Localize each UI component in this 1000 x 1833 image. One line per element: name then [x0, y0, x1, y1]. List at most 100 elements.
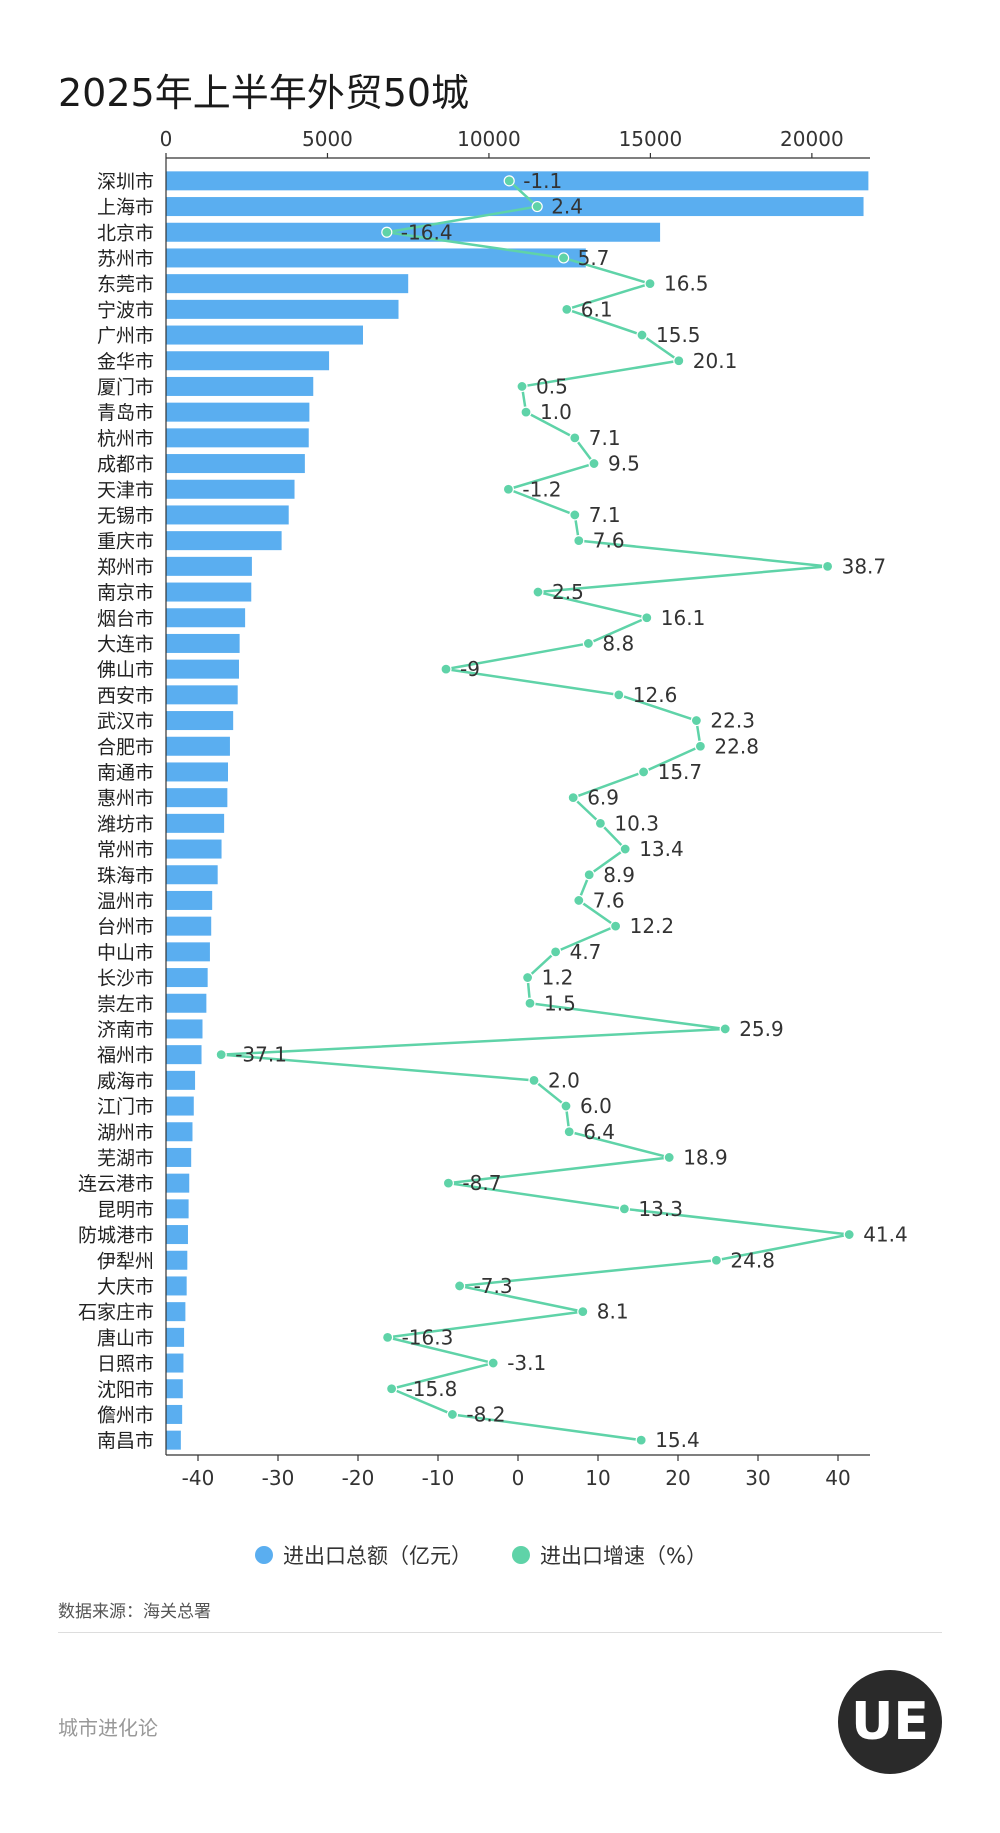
legend-item-growth[interactable]: 进出口增速（%）	[512, 1540, 707, 1570]
top-tick-label: 15000	[619, 127, 683, 151]
category-label: 大庆市	[97, 1276, 154, 1298]
category-label: 崇左市	[97, 993, 154, 1015]
growth-point	[641, 612, 653, 624]
bar-重庆市	[166, 531, 282, 551]
bar-南昌市	[166, 1430, 181, 1450]
growth-point	[531, 200, 543, 213]
category-label: 北京市	[97, 222, 154, 244]
bottom-tick-label: -30	[262, 1466, 295, 1490]
growth-label: 22.8	[714, 734, 759, 758]
growth-point	[583, 869, 595, 881]
growth-label: 13.4	[639, 837, 684, 861]
legend-dot-line	[512, 1546, 530, 1564]
bar-西安市	[166, 685, 238, 705]
growth-label: 6.9	[587, 786, 619, 810]
bar-唐山市	[166, 1327, 185, 1347]
growth-point	[440, 663, 452, 675]
legend-item-total[interactable]: 进出口总额（亿元）	[255, 1540, 472, 1570]
growth-point	[557, 252, 570, 264]
bar-芜湖市	[166, 1147, 192, 1167]
growth-label: 16.5	[664, 272, 709, 296]
bottom-tick-label: 10	[585, 1466, 610, 1490]
bar-惠州市	[166, 788, 228, 808]
bottom-tick-label: -10	[422, 1466, 455, 1490]
chart-svg: 0 5000 10000 15000 20000 深圳市上海市北京市苏州市东莞市宁波市广…	[78, 127, 908, 1490]
category-label: 温州市	[97, 890, 154, 912]
bar-无锡市	[166, 505, 289, 525]
growth-point	[719, 1023, 731, 1035]
growth-point	[569, 509, 581, 521]
top-axis: 0 5000 10000 15000 20000	[160, 127, 870, 159]
growth-point	[609, 920, 622, 932]
legend-dot-bar	[255, 1546, 273, 1564]
growth-point	[618, 1203, 631, 1215]
bar-沈阳市	[166, 1379, 183, 1399]
category-label: 儋州市	[97, 1404, 154, 1426]
bar-常州市	[166, 839, 222, 859]
top-tick-label: 5000	[302, 127, 353, 151]
category-label: 武汉市	[97, 711, 154, 733]
growth-point	[521, 971, 534, 984]
bar-湖州市	[166, 1122, 193, 1142]
growth-label: 1.5	[544, 991, 576, 1015]
bar-威海市	[166, 1070, 196, 1090]
growth-label: 2.4	[551, 195, 583, 219]
bar-儋州市	[166, 1404, 183, 1424]
bottom-axis: -40 -30 -20 -10 0 10 20 30 40	[166, 1454, 870, 1490]
bar-台州市	[166, 916, 212, 936]
growth-point	[673, 355, 685, 367]
bar-温州市	[166, 890, 213, 910]
growth-point	[528, 1074, 540, 1086]
growth-point	[710, 1254, 723, 1266]
category-label: 烟台市	[97, 608, 154, 630]
category-label: 上海市	[97, 197, 154, 219]
category-label: 南京市	[97, 582, 154, 604]
bar-series	[166, 171, 869, 1450]
growth-point	[663, 1151, 675, 1164]
bar-上海市	[166, 197, 864, 217]
category-label: 南昌市	[97, 1430, 154, 1452]
growth-point	[382, 1331, 394, 1343]
growth-point	[588, 457, 600, 470]
bar-石家庄市	[166, 1302, 186, 1322]
category-label: 郑州市	[97, 556, 154, 578]
growth-label: 2.5	[552, 580, 584, 604]
bar-深圳市	[166, 171, 869, 191]
bar-北京市	[166, 222, 661, 242]
growth-label: 16.1	[661, 606, 706, 630]
category-label: 重庆市	[97, 531, 154, 553]
growth-point	[503, 175, 515, 187]
bar-东莞市	[166, 274, 409, 294]
growth-label: 12.6	[633, 683, 678, 707]
growth-label: 0.5	[536, 374, 568, 398]
growth-label: 1.2	[542, 966, 574, 990]
bottom-tick-label: 20	[665, 1466, 690, 1490]
category-label: 宁波市	[97, 299, 154, 321]
category-label: 昆明市	[97, 1199, 154, 1221]
bar-苏州市	[166, 248, 586, 268]
growth-label: 4.7	[570, 940, 602, 964]
bar-日照市	[166, 1353, 184, 1373]
category-label: 杭州市	[97, 428, 154, 450]
category-label: 防城港市	[78, 1225, 154, 1247]
category-label: 石家庄市	[78, 1302, 154, 1324]
growth-point	[524, 997, 536, 1009]
brand-logo: UE	[838, 1670, 942, 1774]
growth-label: 15.4	[655, 1428, 700, 1452]
category-label: 广州市	[97, 325, 154, 347]
growth-label: 8.8	[602, 631, 634, 655]
category-label: 济南市	[97, 1019, 154, 1041]
growth-point	[843, 1228, 855, 1241]
growth-label: 12.2	[630, 914, 675, 938]
growth-label: -9	[460, 657, 480, 681]
category-label: 日照市	[97, 1353, 154, 1375]
growth-point	[386, 1383, 398, 1395]
growth-label: 25.9	[739, 1017, 784, 1041]
growth-label: 13.3	[638, 1197, 683, 1221]
category-label: 厦门市	[97, 376, 154, 398]
growth-label: 10.3	[614, 811, 659, 835]
growth-point	[582, 637, 595, 650]
growth-label: 6.4	[583, 1120, 615, 1144]
growth-point	[516, 380, 528, 393]
growth-label: -3.1	[507, 1351, 546, 1375]
